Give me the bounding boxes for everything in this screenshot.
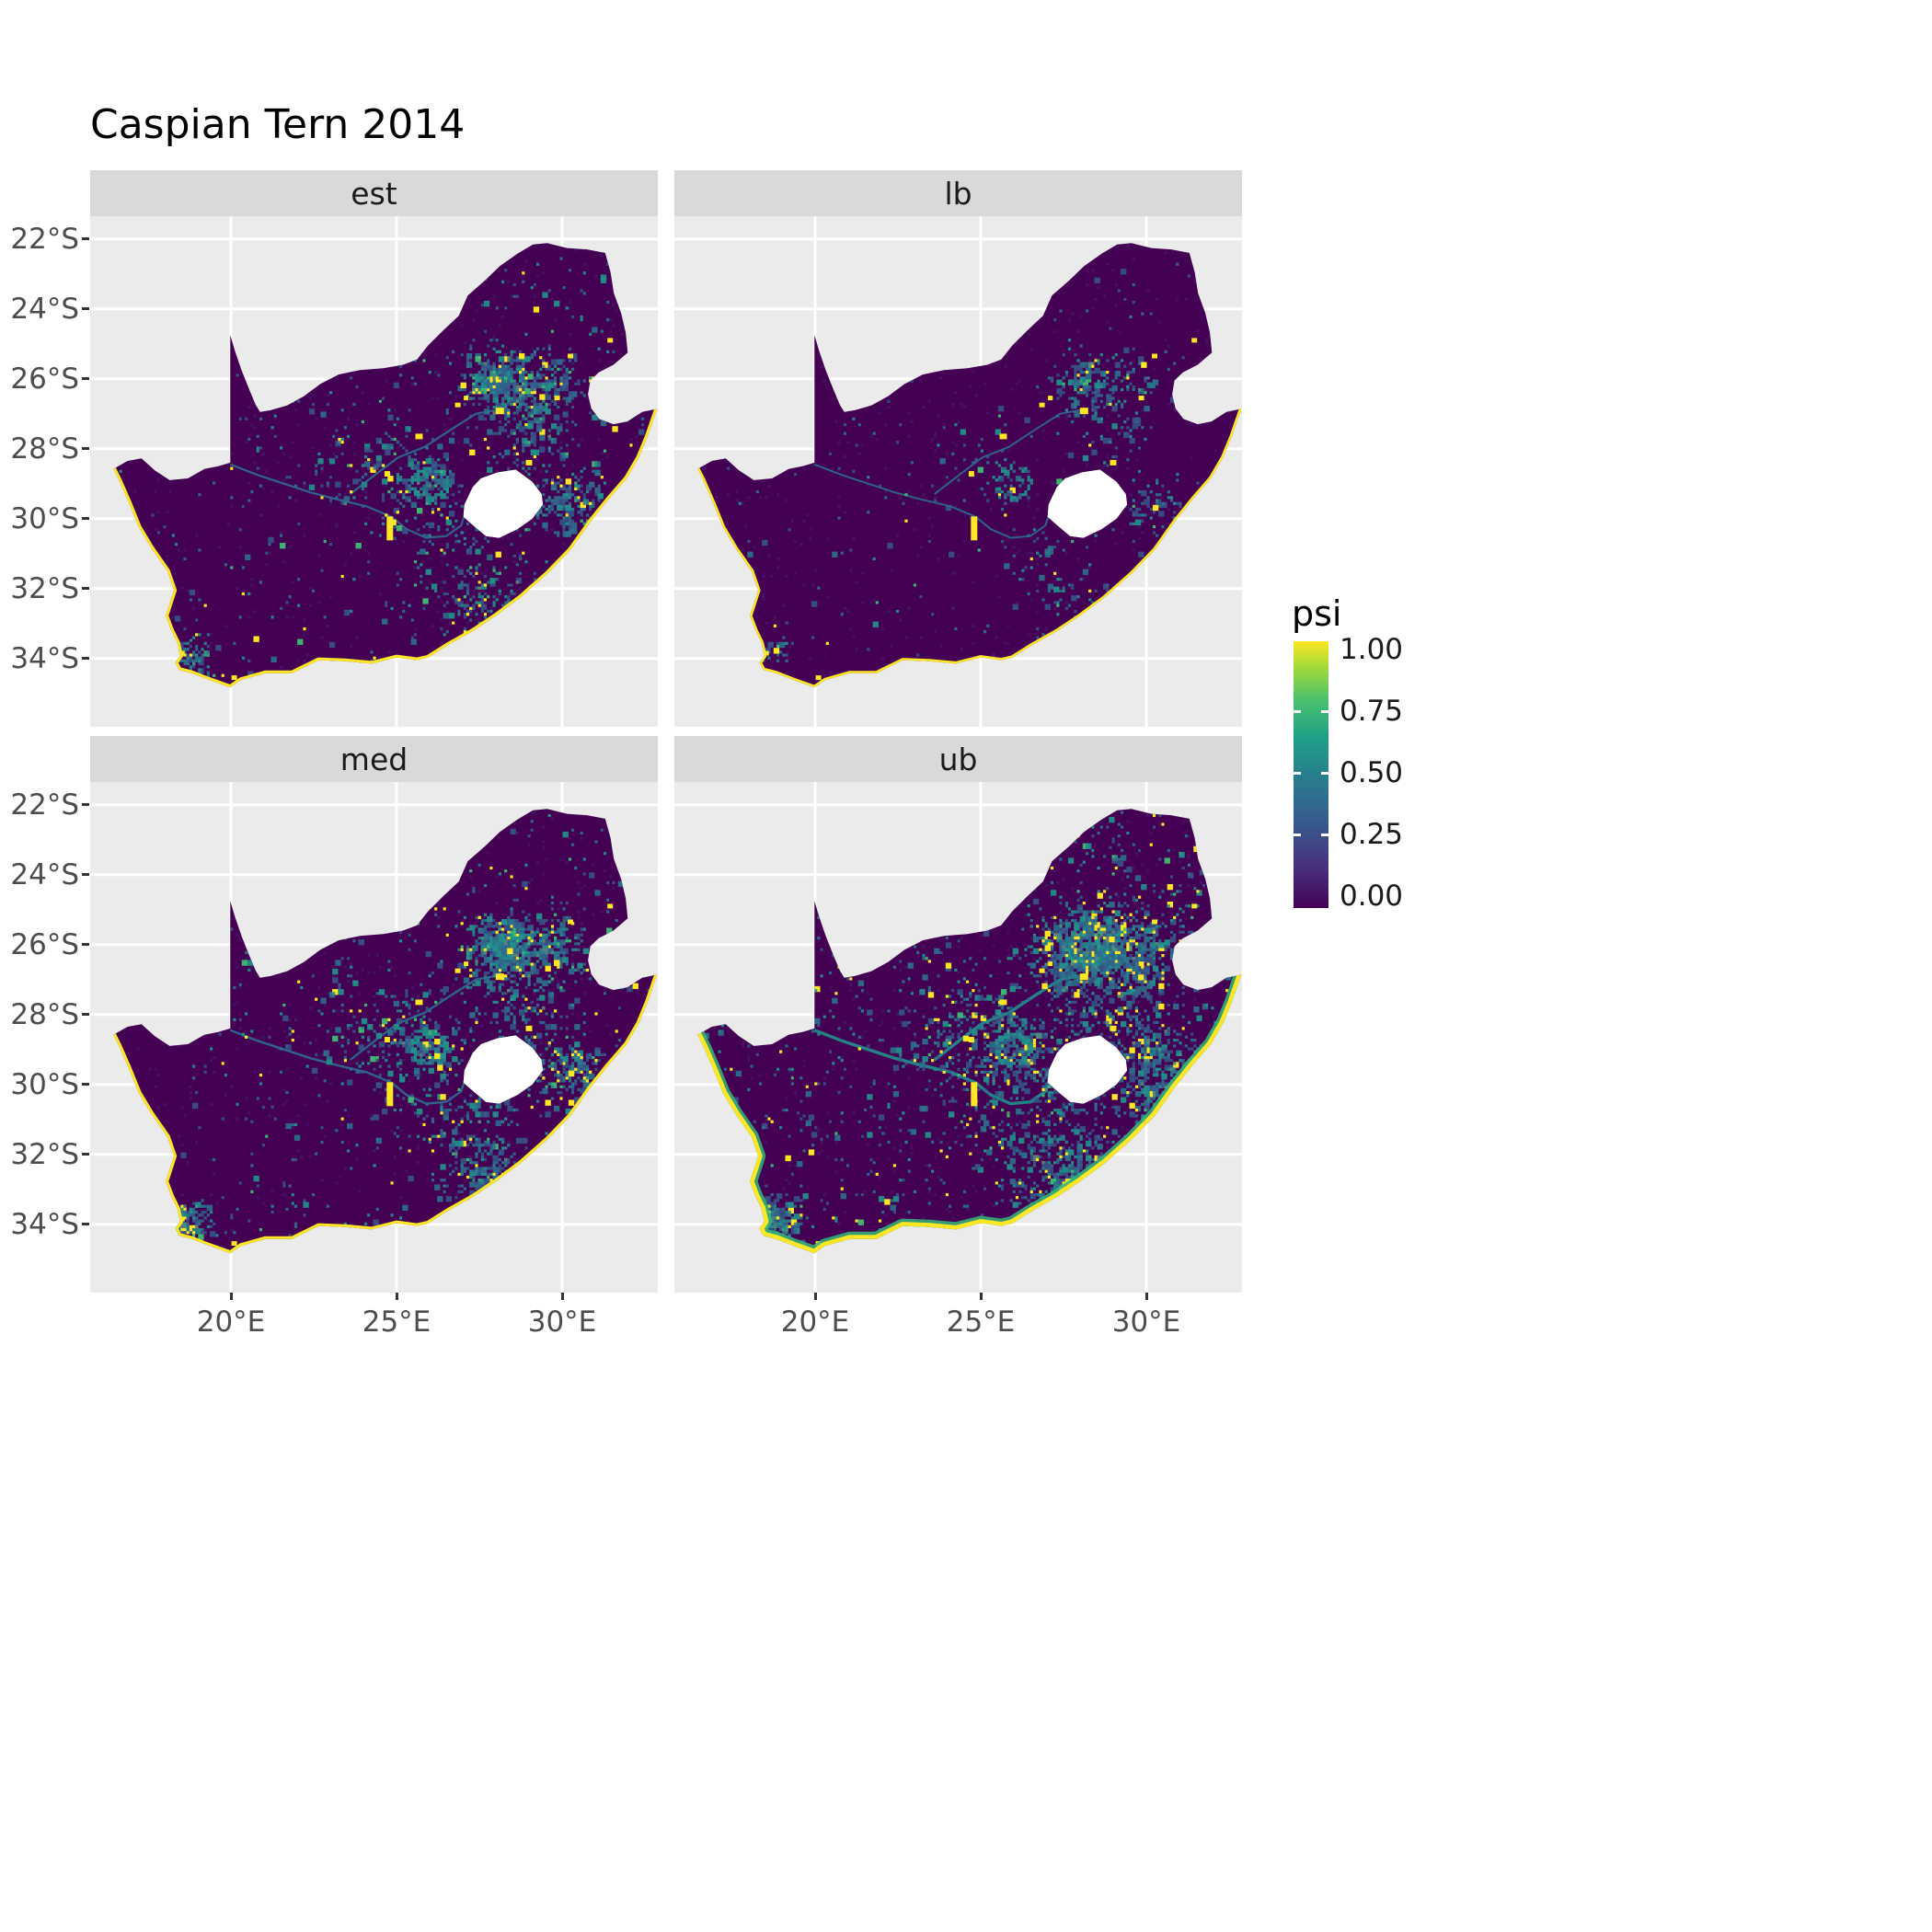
x-tick-label: 30°E: [527, 1305, 597, 1339]
y-tick-mark: [82, 1013, 89, 1017]
x-tick-label: 25°E: [362, 1305, 431, 1339]
y-tick-mark: [82, 517, 89, 521]
x-tick-mark: [229, 1293, 233, 1300]
facet-strip-lb: lb: [674, 170, 1242, 216]
facet-strip-ub: ub: [674, 736, 1242, 782]
y-tick-label: 26°S: [10, 927, 79, 961]
y-tick-label: 24°S: [10, 292, 79, 326]
map-med: [90, 782, 658, 1293]
y-tick-mark: [82, 1153, 89, 1156]
y-tick-mark: [82, 1223, 89, 1226]
y-tick-mark: [82, 307, 89, 311]
y-tick-label: 30°S: [10, 501, 79, 535]
map-lb: [674, 216, 1242, 727]
y-tick-label: 34°S: [10, 1207, 79, 1241]
legend-tick-label: 1.00: [1340, 633, 1404, 666]
facet-strip-label: lb: [944, 175, 972, 212]
facet-strip-est: est: [90, 170, 658, 216]
y-tick-label: 28°S: [10, 431, 79, 466]
y-tick-mark: [82, 1083, 89, 1087]
x-tick-label: 20°E: [780, 1305, 850, 1339]
x-tick-mark: [979, 1293, 983, 1300]
facet-panel-ub: [674, 782, 1242, 1293]
y-tick-label: 32°S: [10, 571, 79, 605]
facet-strip-med: med: [90, 736, 658, 782]
map-est: [90, 216, 658, 727]
legend-tick-label: 0.50: [1340, 756, 1404, 789]
map-ub: [674, 782, 1242, 1293]
y-tick-mark: [82, 237, 89, 241]
legend-tick-label: 0.25: [1340, 818, 1404, 851]
facet-strip-label: est: [351, 175, 397, 212]
y-tick-mark: [82, 873, 89, 877]
legend-tick-label: 0.75: [1340, 695, 1404, 728]
legend-tick-mark: [1321, 709, 1328, 713]
y-tick-label: 22°S: [10, 222, 79, 256]
legend-tick-label: 0.00: [1340, 880, 1404, 913]
y-tick-label: 24°S: [10, 857, 79, 891]
facet-strip-label: med: [339, 741, 408, 777]
x-tick-label: 30°E: [1111, 1305, 1181, 1339]
legend-tick-mark: [1321, 771, 1328, 775]
y-tick-label: 32°S: [10, 1137, 79, 1171]
y-tick-mark: [82, 377, 89, 381]
y-tick-label: 26°S: [10, 362, 79, 396]
x-tick-label: 20°E: [196, 1305, 266, 1339]
legend-tick-mark: [1294, 771, 1301, 775]
y-tick-label: 30°S: [10, 1067, 79, 1101]
y-tick-mark: [82, 943, 89, 947]
facet-panel-est: [90, 216, 658, 727]
x-tick-mark: [395, 1293, 398, 1300]
facet-panel-lb: [674, 216, 1242, 727]
y-tick-mark: [82, 657, 89, 661]
legend-tick-mark: [1294, 709, 1301, 713]
legend-colorbar: [1294, 641, 1328, 908]
y-tick-mark: [82, 803, 89, 807]
x-tick-mark: [813, 1293, 817, 1300]
legend-tick-mark: [1294, 833, 1301, 836]
facet-strip-label: ub: [938, 741, 978, 777]
legend-tick-mark: [1321, 833, 1328, 836]
x-tick-mark: [1144, 1293, 1148, 1300]
y-tick-mark: [82, 447, 89, 451]
x-tick-label: 25°E: [946, 1305, 1016, 1339]
facet-panel-med: [90, 782, 658, 1293]
y-tick-label: 22°S: [10, 788, 79, 822]
y-tick-label: 34°S: [10, 641, 79, 675]
legend-title: psi: [1292, 593, 1342, 634]
plot-title: Caspian Tern 2014: [90, 101, 466, 148]
y-tick-mark: [82, 587, 89, 591]
legend: psi 1.00 0.75 0.50 0.25 0.00: [1286, 593, 1479, 980]
y-tick-label: 28°S: [10, 997, 79, 1031]
x-tick-mark: [560, 1293, 564, 1300]
